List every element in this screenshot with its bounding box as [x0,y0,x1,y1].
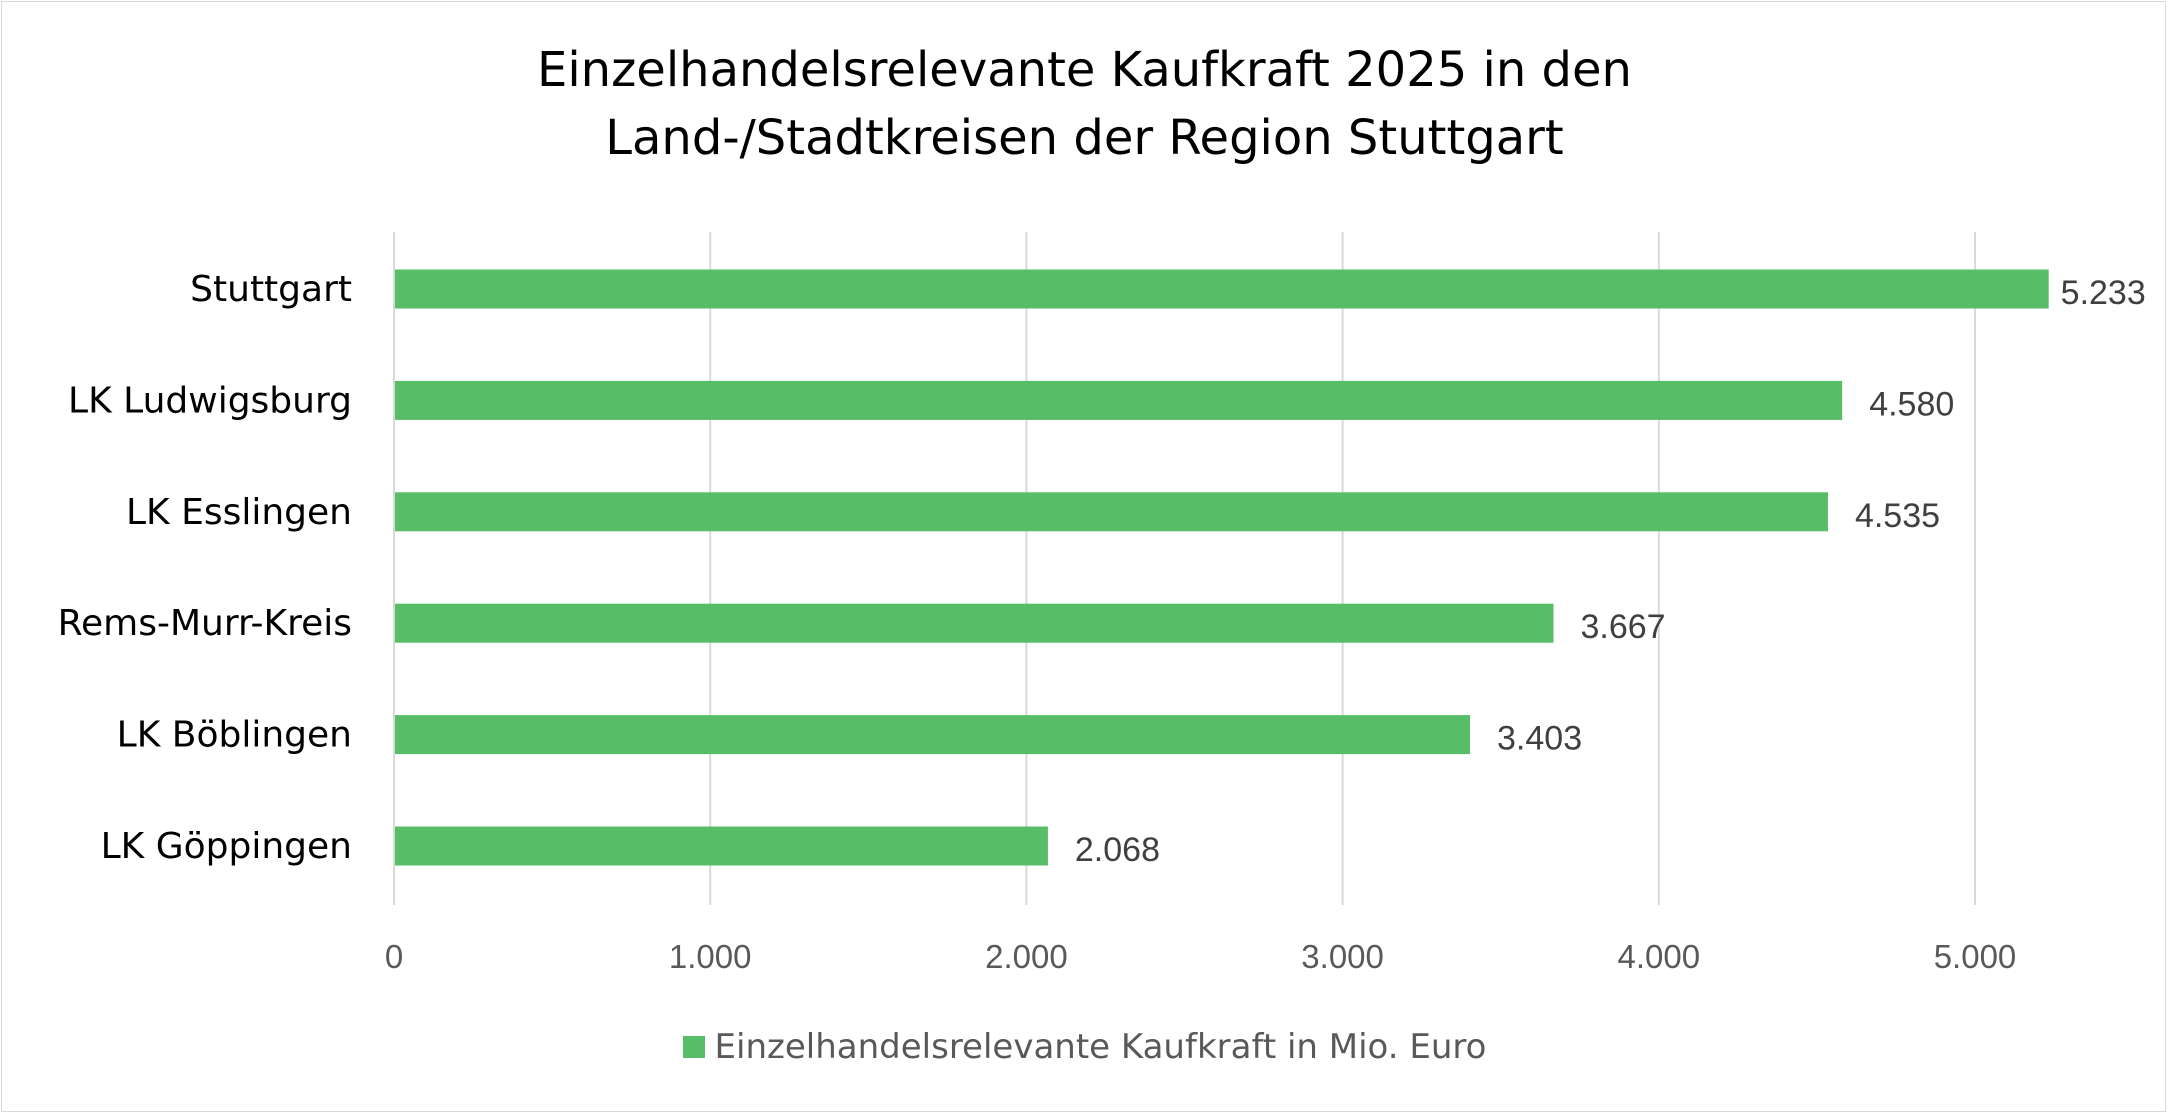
data-label: 4.535 [1855,497,1940,535]
data-label: 4.580 [1869,385,1954,423]
chart-title-line-2: Land-/Stadtkreisen der Region Stuttgart [605,110,1564,166]
x-tick-label: 2.000 [985,938,1068,975]
bar [395,492,1828,532]
x-tick-label: 3.000 [1301,938,1384,975]
x-tick-label: 1.000 [669,938,752,975]
category-label: Rems-Murr-Kreis [58,603,352,644]
data-label: 5.233 [2061,274,2146,312]
category-label: Stuttgart [190,269,352,310]
bar [395,603,1554,643]
gridlines [709,232,1976,905]
labels: 0 1.000 2.000 3.000 4.000 5.000 Stuttgart 5.233… [58,269,2146,975]
x-tick-label: 4.000 [1618,938,1701,975]
legend-label: Einzelhandelsrelevante Kaufkraft in Mio.… [714,1027,1487,1067]
category-label: LK Esslingen [126,492,352,533]
bar [395,380,1843,420]
bars [395,269,2049,866]
chart-title-line-1: Einzelhandelsrelevante Kaufkraft 2025 in… [537,42,1632,98]
category-label: LK Böblingen [117,715,352,756]
category-label: LK Ludwigsburg [68,380,352,421]
category-label: LK Göppingen [101,826,352,867]
data-label: 2.068 [1075,831,1160,869]
chart-title: Einzelhandelsrelevante Kaufkraft 2025 in… [0,36,2169,172]
legend: Einzelhandelsrelevante Kaufkraft in Mio.… [0,1022,2169,1072]
x-tick-label: 0 [385,938,403,975]
bar [395,826,1048,866]
bar [395,269,2049,309]
x-tick-label: 5.000 [1934,938,2017,975]
data-label: 3.403 [1497,720,1582,758]
bar [395,715,1471,755]
legend-swatch [682,1036,705,1058]
legend-item: Einzelhandelsrelevante Kaufkraft in Mio.… [682,1022,1487,1072]
data-label: 3.667 [1581,608,1666,646]
